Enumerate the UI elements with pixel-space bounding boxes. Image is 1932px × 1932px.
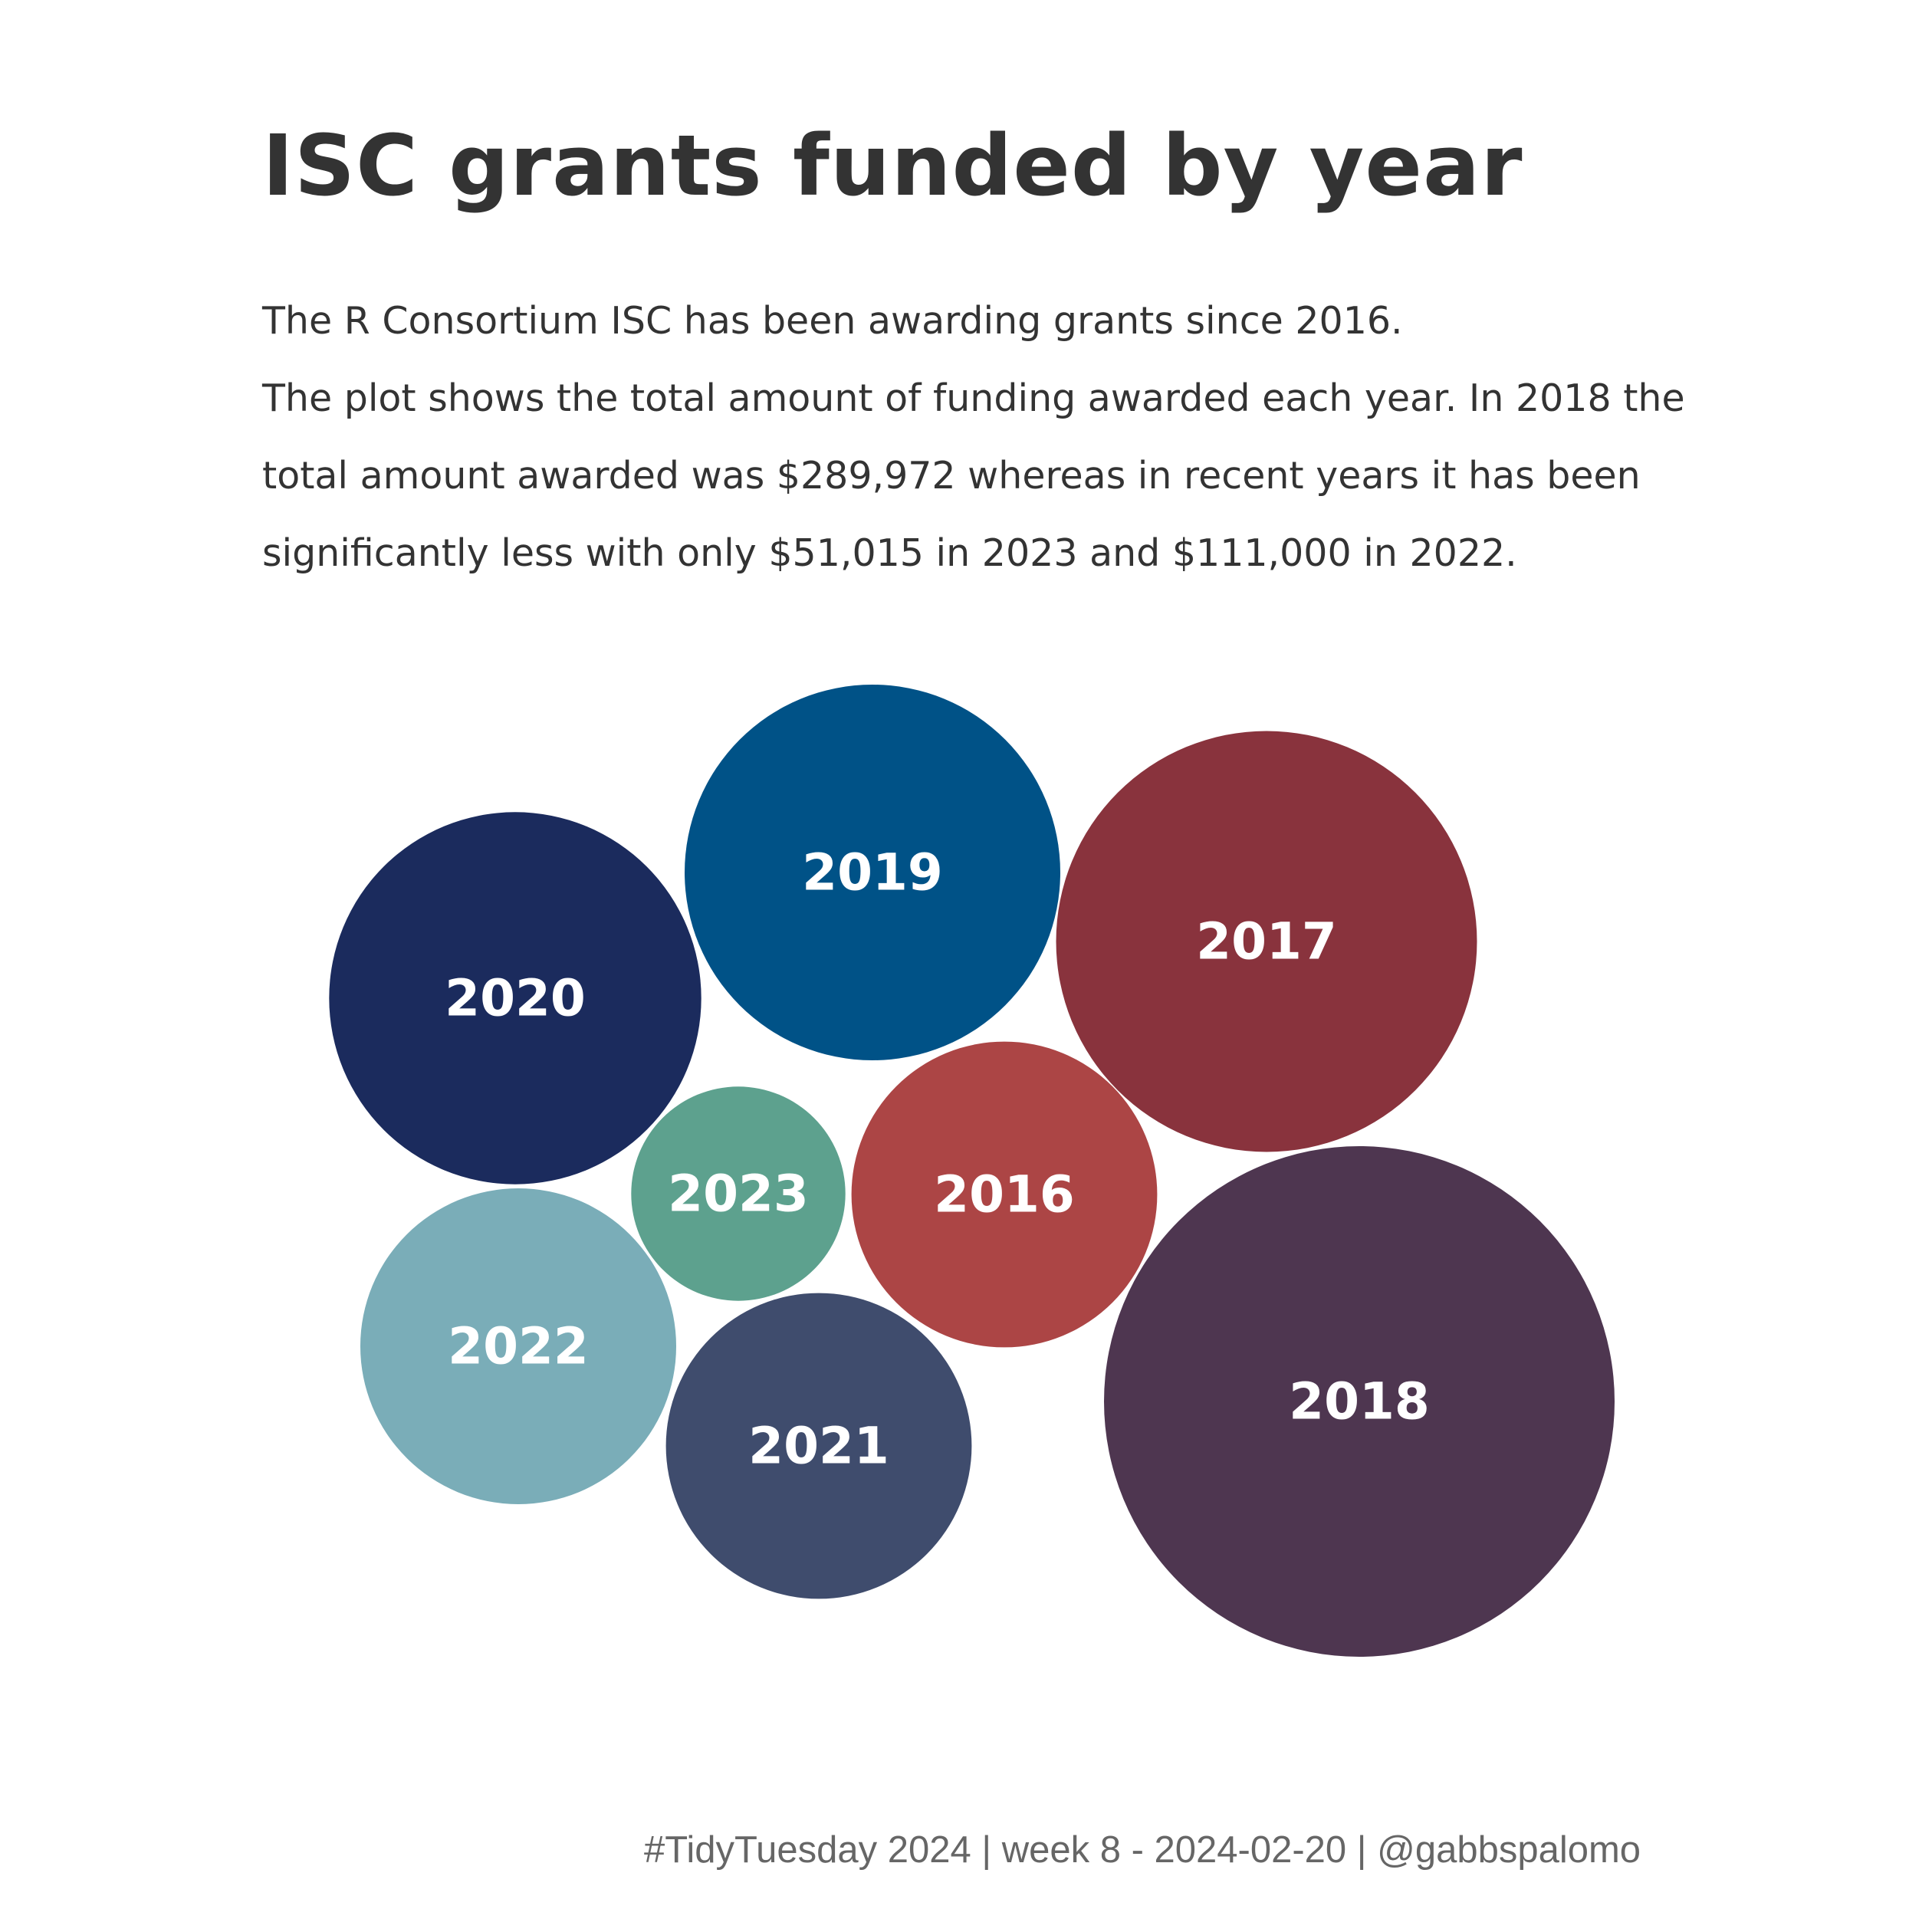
chart-subtitle: The R Consortium ISC has been awarding g… [262, 282, 1857, 592]
bubble-2018: 2018 [1104, 1146, 1615, 1657]
bubble-label-2019: 2019 [802, 843, 943, 902]
chart-title: ISC grants funded by year [262, 117, 1523, 215]
bubble-2022: 2022 [360, 1188, 676, 1504]
bubble-2016: 2016 [851, 1041, 1158, 1348]
bubble-2017: 2017 [1056, 731, 1477, 1152]
bubble-circle-2017 [1056, 731, 1477, 1152]
bubble-2020: 2020 [329, 812, 702, 1184]
subtitle-line: total amount awarded was $289,972 wherea… [262, 454, 1641, 498]
bubble-circle-2023 [631, 1086, 846, 1301]
bubble-label-2018: 2018 [1289, 1372, 1430, 1431]
bubble-circle-2020 [329, 812, 702, 1184]
bubble-2019: 2019 [685, 685, 1060, 1060]
bubble-2021: 2021 [665, 1293, 972, 1599]
bubble-label-2022: 2022 [448, 1317, 589, 1376]
bubble-label-2017: 2017 [1196, 912, 1337, 971]
chart-caption: #TidyTuesday 2024 | week 8 - 2024-02-20 … [644, 1829, 1641, 1871]
subtitle-line: The plot shows the total amount of fundi… [262, 376, 1685, 420]
bubble-circle-2019 [685, 685, 1060, 1060]
bubble-circle-2016 [851, 1041, 1158, 1348]
bubble-circle-2022 [360, 1188, 676, 1504]
bubble-label-2023: 2023 [668, 1165, 809, 1224]
bubble-2023: 2023 [631, 1086, 846, 1301]
subtitle-line: The R Consortium ISC has been awarding g… [262, 299, 1403, 343]
bubble-circle-2018 [1104, 1146, 1615, 1657]
bubble-label-2020: 2020 [445, 969, 586, 1028]
bubble-label-2016: 2016 [934, 1165, 1075, 1224]
bubble-label-2021: 2021 [748, 1417, 889, 1476]
bubble-circle-2021 [665, 1293, 972, 1599]
subtitle-line: significantly less with only $51,015 in … [262, 531, 1517, 575]
